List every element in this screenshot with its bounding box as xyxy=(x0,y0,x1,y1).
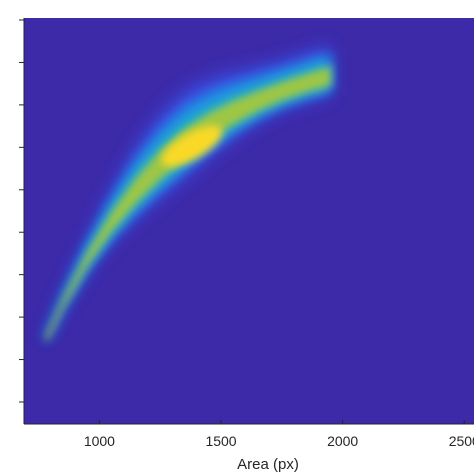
density-level-low xyxy=(45,44,331,343)
density-band xyxy=(45,44,331,344)
x-tick-label: 1000 xyxy=(84,433,115,449)
x-axis-label: Area (px) xyxy=(237,456,299,473)
density-peak xyxy=(161,125,222,167)
x-tick-label: 2000 xyxy=(327,433,358,449)
y-axis-ticks xyxy=(19,19,24,403)
x-axis-ticks: 1000 1500 2000 2500 xyxy=(84,420,474,449)
x-tick-label: 2500 xyxy=(449,433,474,449)
x-tick-label: 1500 xyxy=(205,433,236,449)
